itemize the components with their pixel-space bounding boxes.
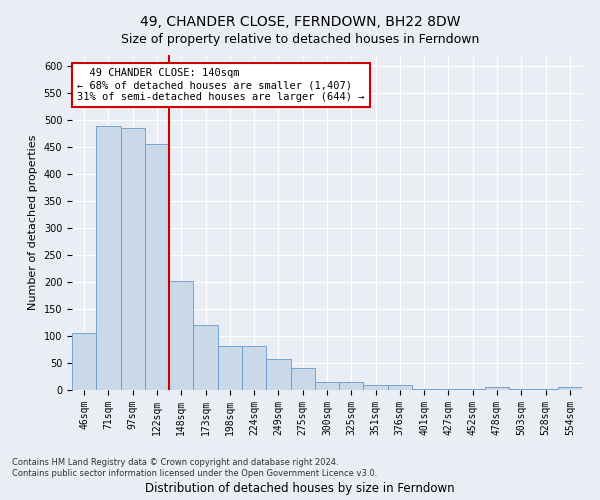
Bar	[193, 325, 218, 390]
Text: 49 CHANDER CLOSE: 140sqm
← 68% of detached houses are smaller (1,407)
31% of sem: 49 CHANDER CLOSE: 140sqm ← 68% of detach…	[77, 68, 365, 102]
Bar	[145, 144, 169, 390]
Bar	[388, 384, 412, 390]
Text: Size of property relative to detached houses in Ferndown: Size of property relative to detached ho…	[121, 32, 479, 46]
Bar	[121, 128, 145, 390]
Bar	[242, 346, 266, 390]
Bar	[96, 126, 121, 390]
Bar	[290, 368, 315, 390]
Bar	[169, 281, 193, 390]
Bar	[364, 384, 388, 390]
Bar	[72, 334, 96, 390]
Y-axis label: Number of detached properties: Number of detached properties	[28, 135, 38, 310]
Text: Contains HM Land Registry data © Crown copyright and database right 2024.
Contai: Contains HM Land Registry data © Crown c…	[12, 458, 377, 477]
Text: 49, CHANDER CLOSE, FERNDOWN, BH22 8DW: 49, CHANDER CLOSE, FERNDOWN, BH22 8DW	[140, 15, 460, 29]
Bar	[266, 359, 290, 390]
Bar	[315, 382, 339, 390]
Bar	[558, 387, 582, 390]
Bar	[339, 382, 364, 390]
Text: Distribution of detached houses by size in Ferndown: Distribution of detached houses by size …	[145, 482, 455, 495]
Bar	[485, 387, 509, 390]
Bar	[218, 346, 242, 390]
